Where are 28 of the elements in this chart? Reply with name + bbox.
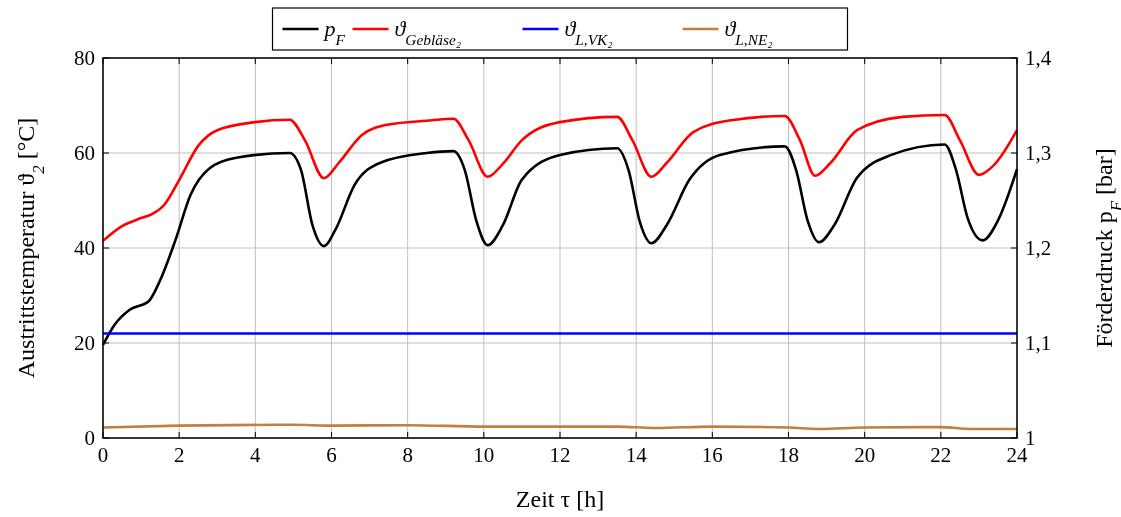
x-tick-label: 2 [173,443,185,467]
x-tick-label: 4 [250,443,262,467]
x-tick-label: 20 [854,443,876,467]
x-axis-title: Zeit τ [h] [515,486,605,512]
x-tick-label: 22 [930,443,952,467]
x-tick-label: 18 [778,443,799,467]
x-tick-label: 10 [473,443,495,467]
x-tick-label: 8 [402,443,413,467]
y-tick-label: 20 [74,331,95,355]
y2-tick-label: 1,2 [1025,236,1052,260]
y-tick-label: 60 [74,141,95,165]
y2-tick-label: 1,1 [1025,331,1052,355]
y-tick-label: 0 [84,426,95,450]
x-tick-label: 12 [549,443,571,467]
x-tick-label: 6 [326,443,337,467]
y2-tick-label: 1,3 [1025,141,1052,165]
x-tick-label: 24 [1006,443,1028,467]
legend-label: ϑ$_{L,NE₂}$ [724,16,773,48]
y-tick-label: 80 [74,46,95,70]
x-tick-label: 14 [625,443,648,467]
legend-label: ϑ$_{Gebläse₂}$ [394,16,462,48]
legend-label: p$_{F}$ [322,16,346,48]
y-tick-label: 40 [74,236,95,260]
line-series [101,113,1019,243]
y2-tick-label: 1,4 [1025,46,1052,70]
y2-tick-label: 1 [1025,426,1036,450]
legend-label: ϑ$_{L,VK₂}$ [564,16,613,48]
x-tick-label: 16 [701,443,723,467]
